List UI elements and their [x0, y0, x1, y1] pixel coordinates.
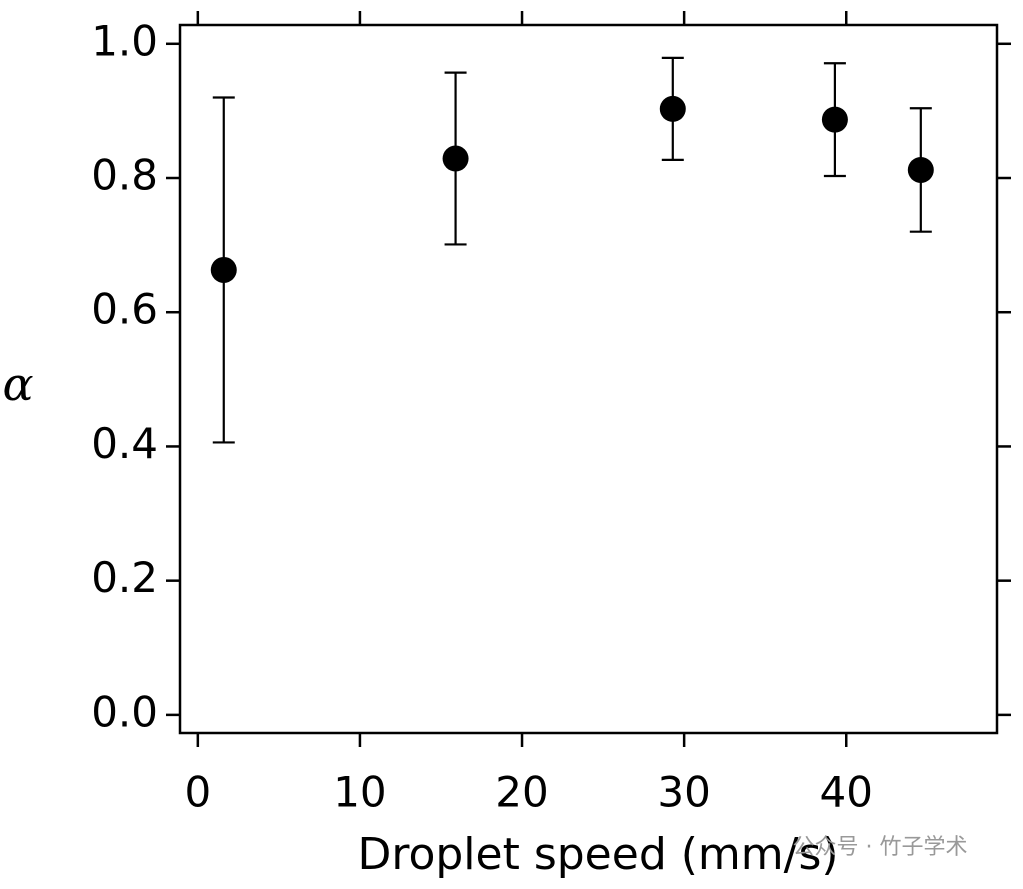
plot-frame — [178, 23, 999, 735]
x-tick-label: 0 — [184, 768, 211, 817]
x-tick-label: 10 — [333, 768, 386, 817]
point — [210, 256, 237, 283]
y-tick-label: 1.0 — [91, 16, 158, 65]
x-tick-label: 20 — [495, 768, 548, 817]
point — [907, 156, 934, 183]
x-tick-label: 30 — [657, 768, 710, 817]
y-tick-label: 0.6 — [91, 285, 158, 334]
y-tick-label: 0.0 — [91, 687, 158, 736]
y-tick-label: 0.2 — [91, 553, 158, 602]
point — [821, 106, 848, 133]
y-tick-label: 0.8 — [91, 151, 158, 200]
point — [442, 145, 469, 172]
watermark: 公众号 · 竹子学术 — [793, 835, 968, 860]
y-axis-label: α — [2, 357, 33, 411]
y-tick-label: 0.4 — [91, 419, 158, 468]
x-axis-label: Droplet speed (mm/s) — [357, 829, 838, 880]
x-tick-label: 40 — [820, 768, 873, 817]
point — [659, 95, 686, 122]
